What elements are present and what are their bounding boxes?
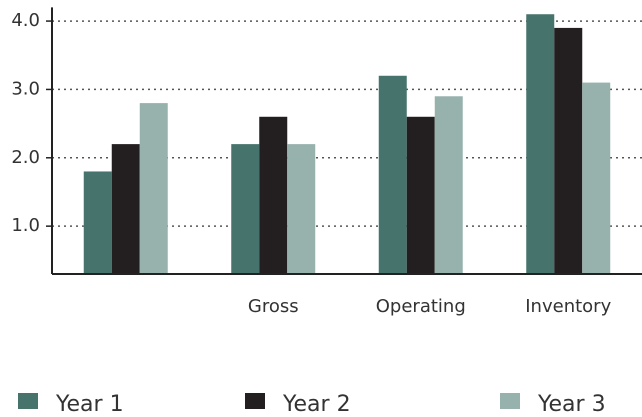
legend-label: Year 3 [537,392,606,417]
x-tick-label: Gross [248,296,299,317]
bar [287,144,316,274]
bar [378,75,407,274]
bar [406,116,435,275]
legend-swatch [245,393,265,409]
legend-swatch [500,393,520,409]
bar [526,14,555,274]
y-tick-label: 2.0 [11,147,40,168]
bar [434,96,463,275]
y-tick-label: 1.0 [11,215,40,236]
bar [111,144,140,274]
bar [231,144,260,274]
bar [259,116,288,275]
bar [139,103,168,274]
bar [83,171,112,274]
x-tick-label: Inventory [525,296,611,317]
legend-label: Year 2 [282,392,351,417]
y-tick-label: 4.0 [11,10,40,31]
bar [554,27,583,275]
legend-swatch [18,393,38,409]
legend-label: Year 1 [55,392,124,417]
bar [582,82,611,274]
y-tick-label: 3.0 [11,78,40,99]
x-tick-label: Operating [376,296,466,317]
